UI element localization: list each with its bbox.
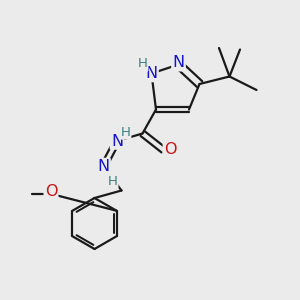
Text: O: O [164,142,176,158]
Text: N: N [146,66,158,81]
Text: O: O [45,184,57,200]
Text: H: H [108,175,117,188]
Text: N: N [172,55,184,70]
Text: H: H [138,57,147,70]
Text: N: N [111,134,123,148]
Text: N: N [98,159,110,174]
Text: H: H [121,125,130,139]
